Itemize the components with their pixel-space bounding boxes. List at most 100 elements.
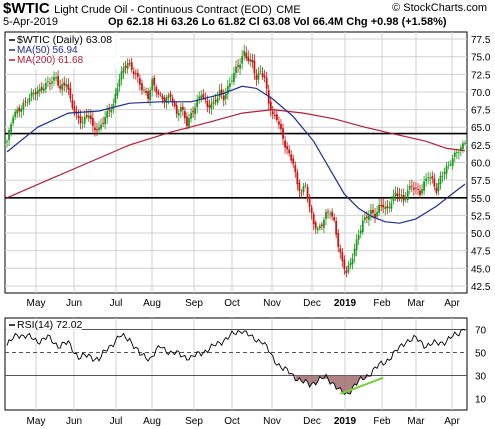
candle-body (257, 72, 260, 80)
price-y-tick-label: 45.0 (471, 264, 491, 275)
candle-body (194, 107, 197, 114)
price-x-tick-label: Jul (110, 298, 123, 309)
candle-body (169, 93, 172, 97)
candle-body (415, 187, 417, 189)
rsi-x-tick-label: Feb (373, 416, 391, 427)
candle-body (87, 115, 90, 119)
candle-body (81, 122, 84, 124)
candle-body (149, 90, 152, 101)
rsi-legend-background (6, 319, 82, 331)
candle-body (253, 60, 256, 74)
rsi-y-tick-label: 10 (475, 395, 487, 406)
candle-body (390, 202, 393, 209)
price-x-tick-label: Nov (263, 298, 281, 309)
candle-body (53, 76, 55, 81)
candle-body (445, 166, 448, 174)
candle-body (104, 117, 107, 125)
rsi-x-tick-label: Sep (185, 416, 203, 427)
price-y-tick-label: 50.0 (471, 229, 491, 240)
candle-body (228, 83, 231, 87)
candle-body (419, 190, 421, 196)
candle-body (298, 182, 301, 191)
price-x-tick-label: Sep (185, 298, 203, 309)
candle-body (302, 186, 305, 193)
candle-body (370, 209, 372, 215)
candle-body (449, 164, 452, 165)
candle-body (355, 239, 358, 250)
price-y-tick-label: 65.0 (471, 123, 491, 134)
candle-body (30, 92, 33, 97)
candle-body (98, 127, 100, 131)
candle-body (141, 83, 143, 91)
candle-body (320, 224, 323, 226)
candle-body (455, 152, 458, 153)
candle-body (353, 248, 356, 257)
candle-body (316, 228, 319, 230)
price-x-tick-label: Feb (373, 298, 391, 309)
price-y-tick-label: 67.5 (471, 106, 491, 117)
candle-body (282, 128, 284, 139)
candle-body (112, 104, 115, 110)
exchange-label: CME (276, 4, 301, 16)
date-label: 5-Apr-2019 (3, 16, 59, 28)
candle-body (55, 77, 57, 79)
rsi-chart: 10 30 50 70 May Jun Jul Aug Sep Oct Nov Dec 2019 Feb M… (4, 317, 487, 427)
candle-body (435, 187, 438, 193)
candle-body (34, 92, 37, 95)
candle-body (284, 140, 286, 148)
candle-body (427, 177, 430, 178)
candle-body (439, 175, 442, 185)
candle-body (275, 114, 278, 120)
candle-body (417, 188, 419, 190)
candle-body (226, 85, 229, 95)
candle-body (300, 192, 303, 194)
candle-body (147, 91, 149, 99)
candle-body (396, 193, 399, 197)
candle-body (290, 154, 293, 161)
candle-body (318, 225, 321, 229)
candle-body (61, 84, 64, 90)
rsi-y-tick-label: 50 (475, 349, 487, 360)
candle-body (337, 232, 340, 247)
copyright-label: © StockCharts.com (392, 2, 487, 14)
candle-body (188, 118, 190, 127)
candle-body (59, 85, 62, 89)
candle-body (6, 141, 8, 143)
price-y-tick-label: 42.5 (471, 282, 491, 293)
price-x-tick-label: Mar (407, 298, 425, 309)
candle-body (22, 102, 25, 110)
candle-body (431, 176, 434, 179)
candle-body (167, 95, 170, 99)
candle-body (32, 93, 35, 95)
candle-body (382, 204, 385, 208)
candle-body (177, 112, 180, 116)
candle-body (243, 50, 246, 56)
candle-body (208, 105, 211, 108)
candle-body (365, 216, 368, 219)
rsi-x-tick-label: Aug (143, 416, 161, 427)
candle-body (245, 52, 248, 59)
candle-body (124, 65, 127, 68)
candle-body (273, 114, 276, 117)
candle-body (271, 111, 274, 115)
rsi-x-tick-label: May (27, 416, 46, 427)
candle-body (175, 104, 178, 114)
candle-body (46, 81, 49, 83)
candle-body (210, 103, 213, 109)
candle-body (341, 252, 344, 261)
candle-body (453, 152, 456, 157)
price-y-tick-label: 47.5 (471, 247, 491, 258)
candle-body (372, 210, 374, 213)
candle-body (437, 183, 440, 192)
candle-body (222, 95, 225, 101)
candle-body (108, 109, 111, 111)
candle-body (312, 214, 315, 225)
candle-body (183, 111, 186, 119)
rsi-y-tick-label: 30 (475, 372, 487, 383)
rsi-x-tick-label: Oct (224, 416, 240, 427)
rsi-x-tick-label: Mar (407, 416, 425, 427)
candle-body (165, 97, 168, 103)
candle-body (122, 67, 125, 73)
candle-body (136, 72, 139, 77)
candle-body (359, 230, 362, 234)
